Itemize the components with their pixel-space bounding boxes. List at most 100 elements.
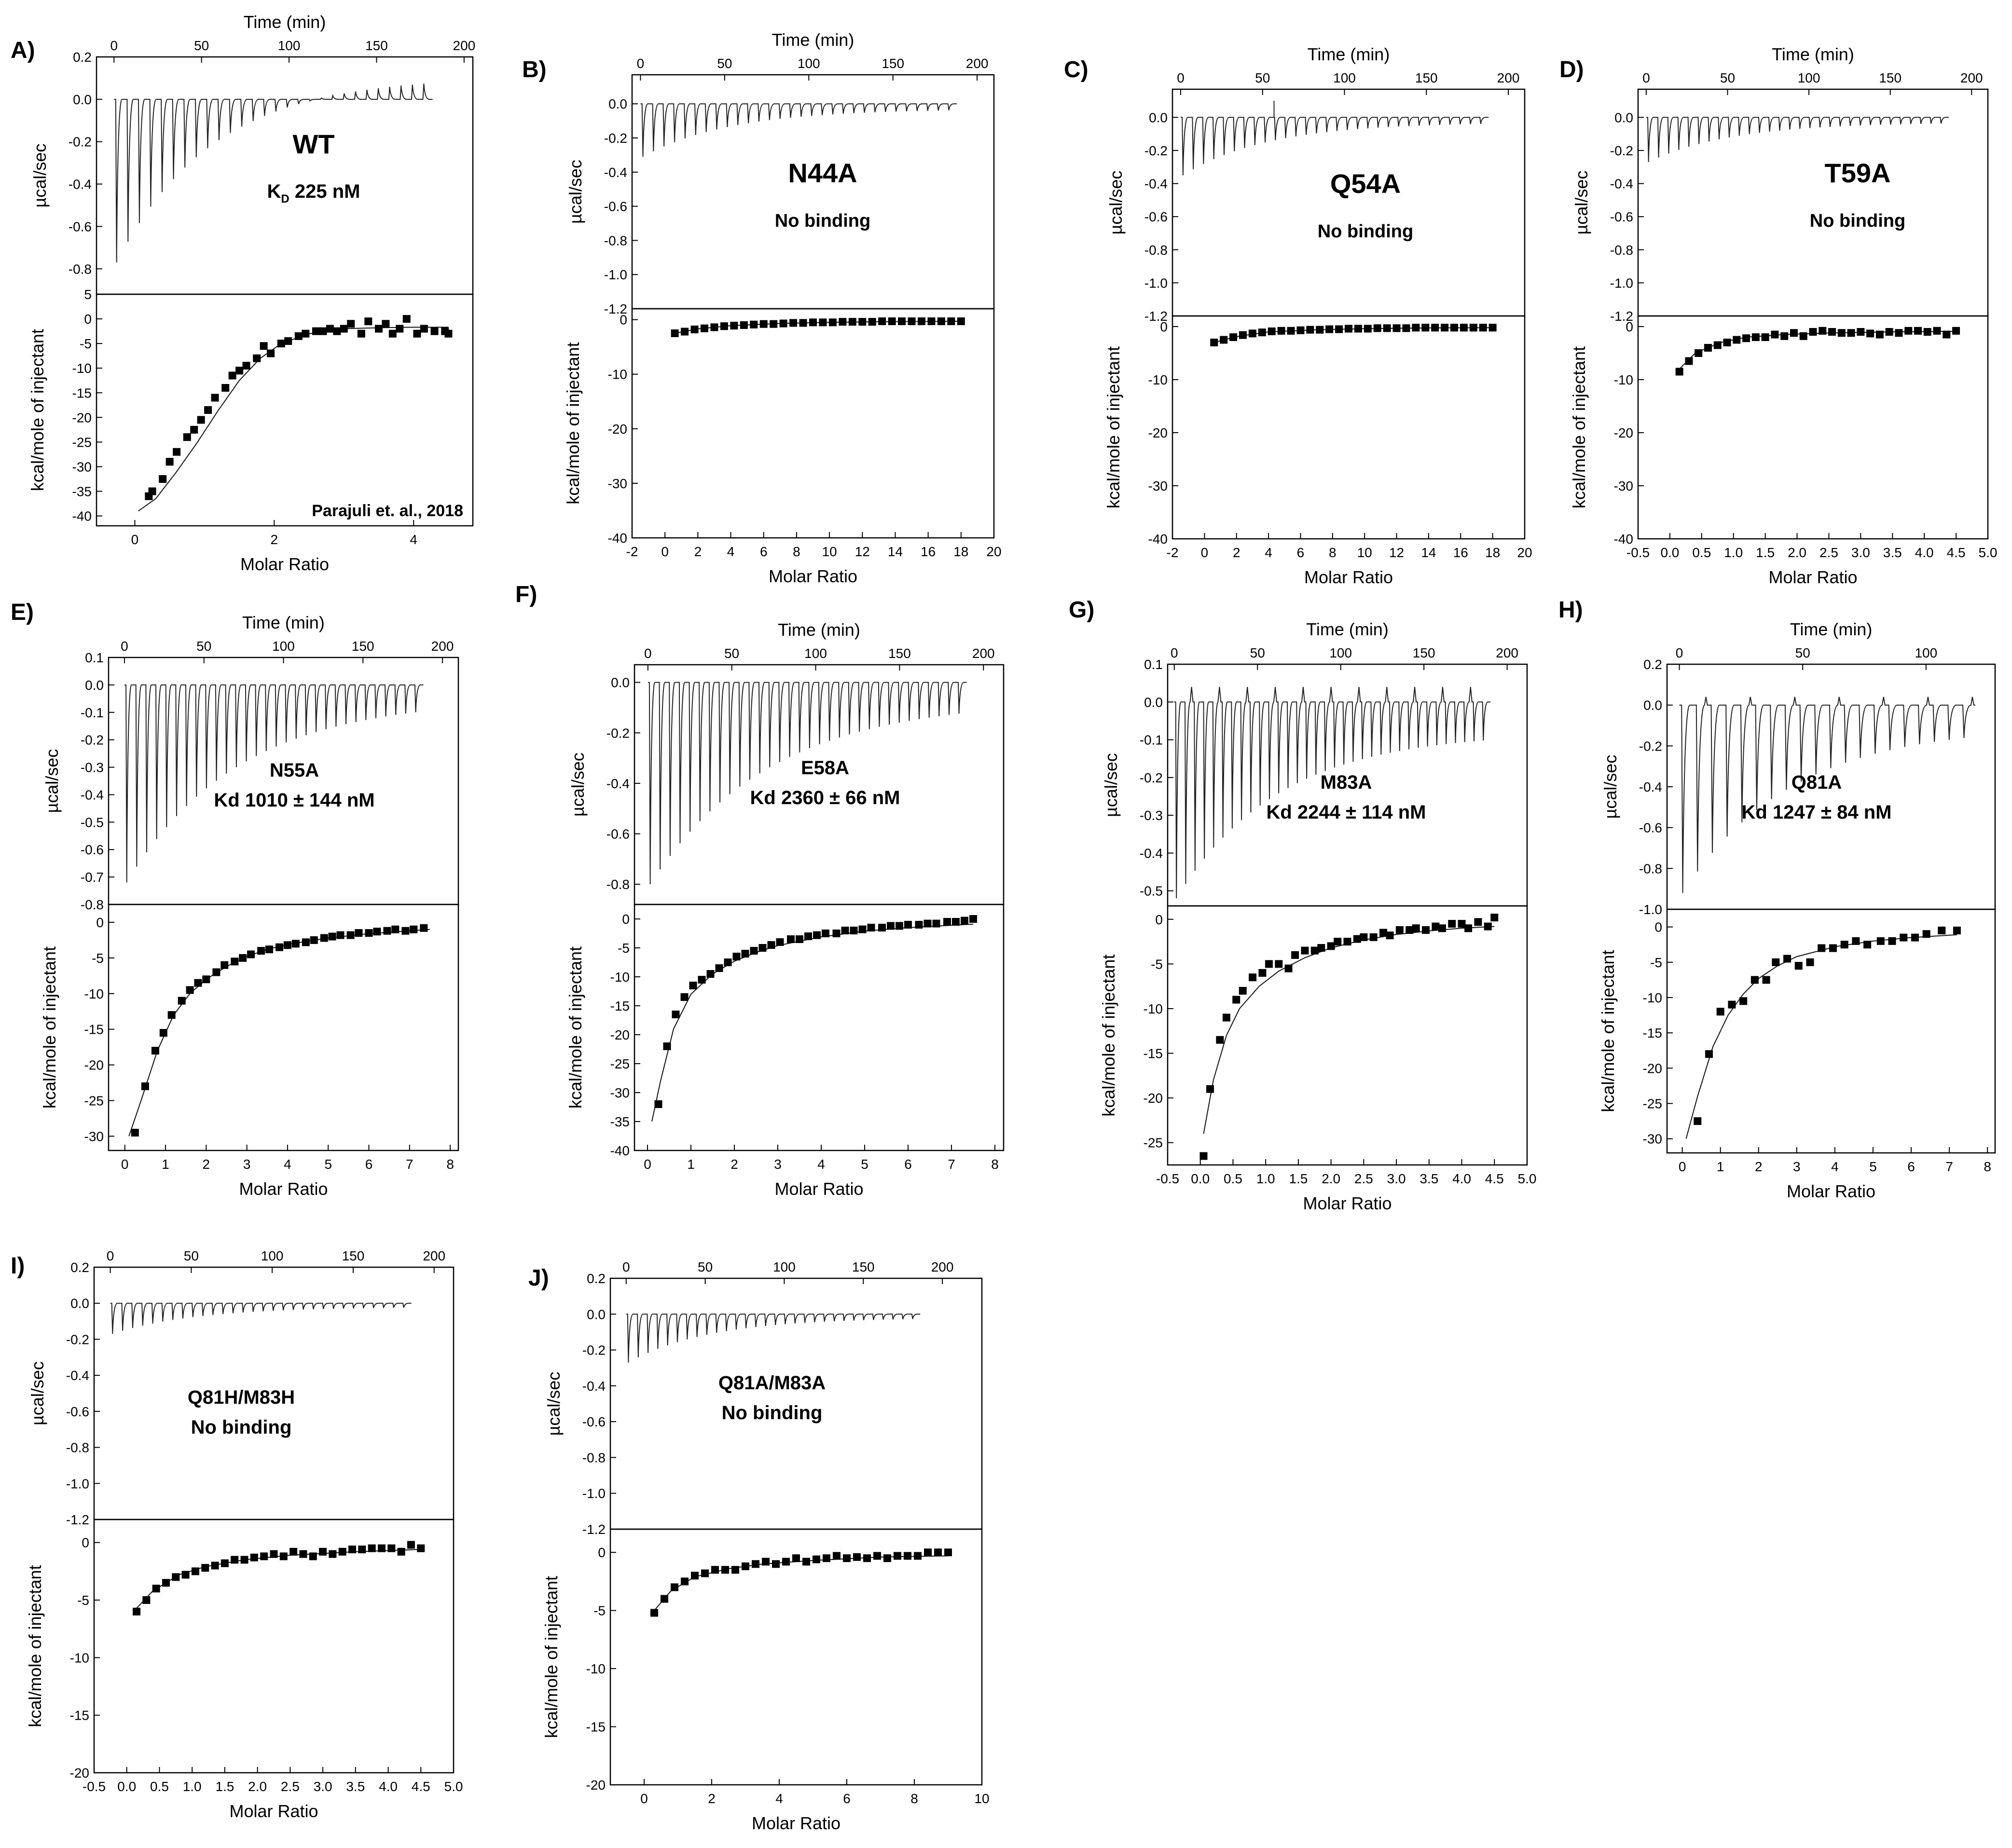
fit-y-axis-title: kcal/mole of injectant (25, 1565, 45, 1727)
annotation-text: Kd 2360 ± 66 nM (750, 787, 900, 808)
data-point (908, 317, 916, 326)
data-point (194, 979, 202, 987)
molar-ratio-tick-label: 8 (1329, 545, 1337, 560)
data-point (151, 1047, 159, 1055)
data-point (410, 925, 418, 933)
raw-y-tick-label: -0.8 (66, 1440, 89, 1455)
raw-y-axis-title: µcal/sec (568, 753, 588, 817)
data-point (898, 317, 906, 326)
panel-annotation: No binding (191, 1417, 292, 1438)
time-tick-label: 200 (1497, 70, 1520, 85)
molar-ratio-tick-label: 5 (324, 1157, 332, 1172)
fit-y-axis-title: kcal/mole of injectant (565, 946, 585, 1109)
data-point (1421, 324, 1430, 332)
data-point (868, 318, 876, 326)
raw-y-tick-label: -0.6 (604, 199, 627, 214)
molar-ratio-tick-label: 1 (687, 1157, 695, 1172)
fit-y-tick-label: -30 (1148, 479, 1168, 493)
time-axis-title: Time (min) (1790, 619, 1873, 639)
panel-annotation: Q54A (1330, 168, 1401, 199)
data-point (242, 362, 250, 370)
fit-y-tick-label: -20 (1148, 425, 1168, 440)
data-point (711, 1566, 719, 1574)
raw-y-tick-label: -1.0 (1144, 275, 1168, 290)
raw-y-tick-label: -0.2 (582, 1343, 606, 1358)
fit-y-tick-label: -5 (92, 951, 104, 966)
molar-ratio-tick-label: 10 (822, 544, 837, 559)
annotation-text: N44A (788, 158, 857, 188)
annotation-text: No binding (775, 211, 870, 231)
annotation-text: Kd 2244 ± 114 nM (1267, 802, 1426, 823)
raw-heat-trace (648, 682, 967, 885)
data-point (1306, 326, 1314, 334)
data-point (1353, 935, 1361, 943)
time-tick-label: 50 (1720, 70, 1735, 85)
data-point (1876, 937, 1885, 945)
data-point (923, 919, 932, 928)
data-point (650, 1609, 658, 1617)
data-point (358, 1546, 366, 1554)
panel-annotation: No binding (1810, 211, 1905, 231)
data-point (742, 1562, 749, 1571)
fit-y-tick-label: -15 (1643, 1026, 1662, 1040)
data-point (133, 1607, 141, 1615)
data-point (1343, 938, 1351, 946)
data-point (896, 922, 903, 930)
data-point (1301, 946, 1309, 955)
fit-y-tick-label: -20 (610, 1027, 630, 1042)
data-point (391, 925, 400, 933)
fit-y-tick-label: -5 (593, 1603, 606, 1618)
data-point (162, 1579, 170, 1587)
data-point (1369, 933, 1378, 941)
raw-y-tick-label: -0.2 (606, 726, 630, 740)
raw-y-axis-title: µcal/sec (30, 144, 50, 208)
raw-heat-trace (626, 1314, 921, 1363)
fit-plot-frame (93, 1519, 455, 1774)
fit-plot-frame (634, 903, 1005, 1151)
time-axis-title: Time (min) (772, 30, 854, 50)
data-point (319, 1547, 327, 1556)
fit-y-tick-label: -30 (610, 1085, 630, 1100)
molar-ratio-axis-title: Molar Ratio (239, 1179, 328, 1199)
fit-y-axis-title: kcal/mole of injectant (541, 1576, 561, 1738)
raw-y-tick-label: -0.1 (81, 705, 104, 720)
data-point (211, 1561, 219, 1570)
data-point (750, 947, 758, 955)
fit-y-tick-label: -30 (1643, 1132, 1662, 1147)
data-point (863, 1554, 871, 1562)
data-point (250, 1553, 258, 1561)
raw-y-tick-label: 0.2 (73, 50, 92, 65)
raw-y-axis-title: µcal/sec (42, 749, 62, 813)
data-point (671, 1583, 678, 1591)
data-point (340, 325, 348, 333)
data-point (1422, 926, 1430, 934)
data-point (858, 925, 867, 933)
raw-y-axis-title: µcal/sec (1106, 171, 1126, 235)
data-point (289, 1547, 298, 1556)
time-tick-label: 0 (1177, 70, 1185, 85)
data-point (680, 993, 689, 1001)
panel-label: F) (515, 582, 537, 607)
raw-y-axis-title: µcal/sec (1101, 753, 1121, 817)
time-tick-label: 50 (724, 646, 739, 661)
fit-y-tick-label: 0 (620, 313, 627, 328)
fit-y-tick-label: -15 (72, 385, 92, 400)
raw-y-tick-label: 0.0 (70, 1296, 89, 1311)
data-point (1828, 328, 1836, 336)
data-point (172, 1573, 180, 1581)
data-point (1364, 325, 1372, 333)
data-point (1232, 996, 1240, 1004)
time-tick-label: 50 (717, 56, 732, 71)
data-point (1751, 333, 1760, 341)
data-point (365, 929, 373, 937)
data-point (1790, 329, 1798, 337)
annotation-text: WT (292, 129, 334, 159)
fit-y-tick-label: -40 (610, 1143, 630, 1158)
data-point (1875, 330, 1884, 339)
raw-y-tick-label: -0.8 (69, 261, 92, 276)
panel-label: I) (11, 1253, 25, 1279)
molar-ratio-tick-label: -2 (1167, 545, 1179, 560)
annotation-text: N55A (270, 760, 319, 781)
fit-plot-frame (96, 293, 474, 527)
